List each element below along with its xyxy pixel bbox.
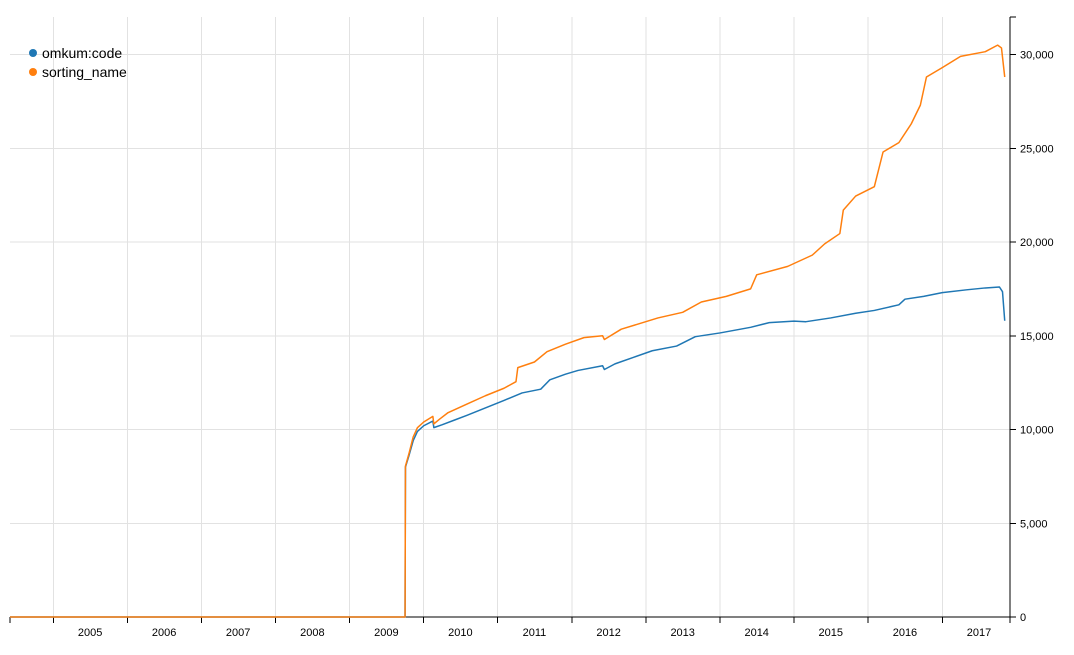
legend-label: omkum:code [42,45,122,61]
legend-dot-icon [29,49,37,57]
y-tick-label: 20,000 [1020,237,1054,249]
x-tick-label: 2015 [818,627,842,639]
x-tick-label: 2005 [78,627,102,639]
y-tick-label: 15,000 [1020,331,1054,343]
legend-item[interactable]: omkum:code [29,45,122,61]
x-tick-label: 2010 [448,627,472,639]
legend: omkum:code sorting_name [29,45,127,80]
x-tick-label: 2008 [300,627,324,639]
y-tick-label: 0 [1020,612,1026,624]
y-tick-label: 10,000 [1020,425,1054,437]
series-lines [10,44,1006,618]
legend-label: sorting_name [42,64,127,80]
series-line-omkum-code [10,286,1006,618]
x-tick-label: 2013 [670,627,694,639]
y-tick-label: 5,000 [1020,518,1048,530]
x-tick-label: 2009 [374,627,398,639]
legend-item[interactable]: sorting_name [29,64,127,80]
y-tick-label: 25,000 [1020,143,1054,155]
series-line-sorting-name [10,44,1006,618]
x-tick-label: 2011 [523,627,547,639]
y-tick-label: 30,000 [1020,50,1054,62]
axes: 2005 2006 2007 2008 2009 2010 2011 2012 2013 2014… [9,16,1054,639]
x-tick-label: 2012 [596,627,620,639]
x-tick-label: 2006 [152,627,176,639]
x-tick-label: 2014 [744,627,768,639]
x-tick-label: 2017 [967,627,991,639]
x-tick-label: 2016 [893,627,917,639]
x-tick-label: 2007 [226,627,250,639]
grid [10,17,1010,617]
legend-dot-icon [29,68,37,76]
